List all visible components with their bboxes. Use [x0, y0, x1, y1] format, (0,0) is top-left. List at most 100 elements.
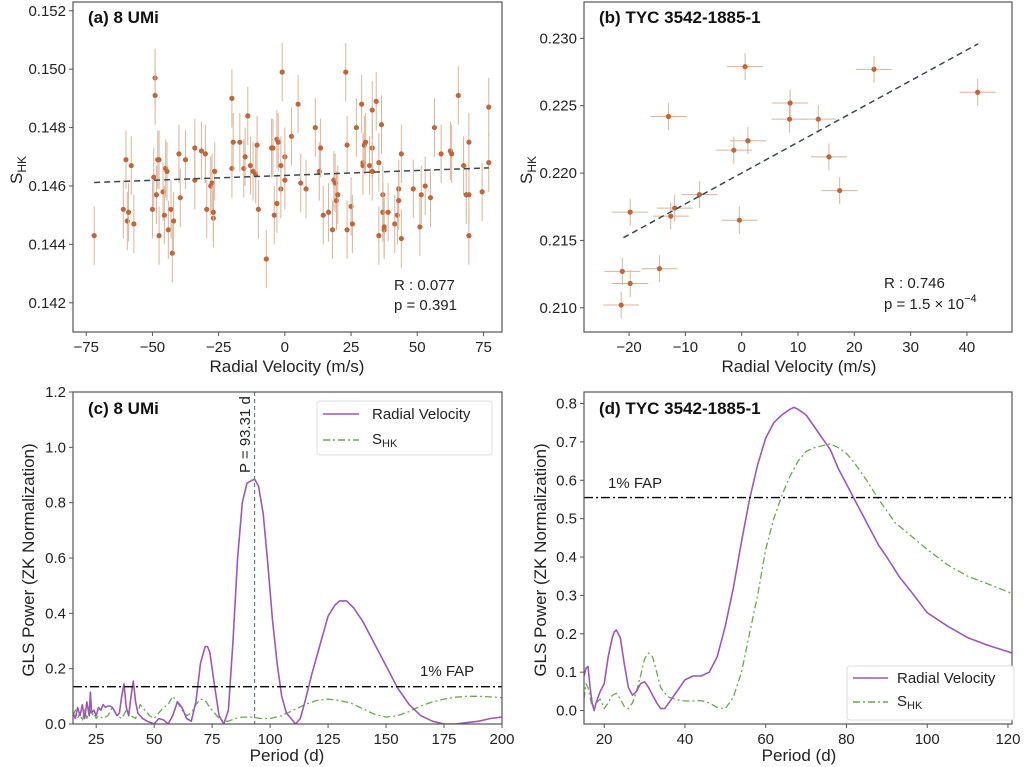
- marker: [192, 145, 198, 151]
- panel-d-periodogram: 20 40 60 80 100 120 0.0 0.1 0.2 0.3 0.4 0.5 0.6 0.7 0.…: [531, 391, 1020, 765]
- panel-c-xtick-label: 125: [316, 731, 341, 748]
- marker: [149, 206, 156, 212]
- marker: [369, 168, 375, 174]
- marker: [325, 209, 332, 215]
- marker: [466, 192, 472, 198]
- panel-c-legend-shk-sub: HK: [382, 438, 398, 450]
- panel-a-data-point: [303, 159, 309, 219]
- panel-c-periodogram: 25 50 75 100 125 150 175 200 0.0 0.2 0.4 0.6 0.8 1.0 1…: [19, 384, 515, 765]
- marker: [668, 213, 674, 219]
- marker: [131, 221, 137, 227]
- panel-a-data-point: [274, 174, 280, 233]
- marker: [815, 116, 821, 122]
- panel-a-data-point: [123, 130, 129, 189]
- marker: [618, 302, 624, 308]
- panel-a-data-point: [363, 112, 369, 172]
- panel-c-ytick-label: 0.6: [45, 550, 66, 567]
- marker: [151, 174, 157, 180]
- panel-a-data-point: [385, 183, 391, 242]
- marker: [349, 221, 355, 227]
- marker: [745, 138, 751, 144]
- panel-a-data-point: [431, 98, 438, 157]
- panel-c-legend: Radial Velocity SHK: [316, 400, 493, 456]
- panel-d-xtick-label: 20: [596, 731, 613, 748]
- panel-a-data-point: [263, 229, 269, 289]
- panel-a-data-point: [171, 191, 177, 251]
- marker: [455, 92, 461, 99]
- marker: [263, 256, 269, 262]
- panel-d-xtick-label: 40: [677, 731, 694, 748]
- panel-a-data-point: [486, 133, 492, 192]
- marker: [731, 147, 737, 153]
- panel-a-data-point: [165, 200, 171, 259]
- panel-a-data-point: [176, 124, 182, 184]
- panel-b-r-annotation: R : 0.746: [884, 275, 945, 292]
- marker: [786, 116, 793, 122]
- panel-c-xlabel: Period (d): [250, 746, 325, 765]
- marker: [427, 195, 434, 201]
- marker: [156, 233, 162, 239]
- panel-a-data-point: [298, 153, 304, 213]
- panel-d-legend-rv-label: Radial Velocity: [897, 670, 996, 687]
- panel-a-data-point: [250, 142, 256, 201]
- marker: [168, 206, 174, 212]
- marker: [417, 224, 423, 230]
- panel-a-marks: [91, 42, 492, 289]
- panel-d-xtick-label: 120: [995, 731, 1020, 748]
- panel-b-p-annotation: p = 1.5 × 10−4: [884, 293, 977, 313]
- marker: [344, 142, 350, 148]
- marker: [431, 124, 438, 131]
- marker: [275, 139, 281, 145]
- panel-d-xtick-label: 60: [757, 731, 774, 748]
- panel-a-data-point: [288, 107, 295, 166]
- marker: [418, 192, 424, 198]
- panel-b-frame: [583, 1, 1013, 333]
- marker: [837, 187, 843, 194]
- panel-c-xtick-label: 75: [204, 731, 221, 748]
- panel-a-data-point: [376, 133, 382, 192]
- panel-b-data-point: [821, 177, 858, 205]
- panel-b-ytick-label: 0.210: [539, 300, 577, 317]
- panel-a-ytick-label: 0.146: [28, 178, 66, 195]
- marker: [198, 148, 205, 154]
- panel-b-data-point: [612, 270, 649, 297]
- marker: [975, 89, 981, 95]
- panel-b-data-point: [721, 206, 758, 234]
- panel-a-xtick-label: −25: [206, 339, 231, 356]
- panel-a-data-point: [461, 136, 467, 195]
- marker: [363, 139, 369, 145]
- panel-c-xtick-label: 100: [258, 731, 283, 748]
- panel-a-ylabel-sub: HK: [15, 156, 29, 173]
- panel-b-marks: [603, 43, 996, 319]
- panel-d-marks: [584, 406, 1012, 712]
- marker: [392, 221, 398, 227]
- panel-a-data-point: [418, 165, 424, 224]
- panel-b-data-point: [856, 55, 893, 83]
- panel-b-data-point: [772, 89, 809, 117]
- panel-d-fap-label: 1% FAP: [608, 475, 662, 492]
- panel-d-xlabel: Period (d): [762, 746, 837, 765]
- panel-c-ytick-label: 1.2: [45, 384, 66, 401]
- panel-a-data-point: [128, 136, 134, 195]
- marker: [359, 101, 365, 107]
- marker: [278, 162, 284, 169]
- panel-a-data-point: [202, 124, 209, 184]
- marker: [153, 192, 160, 198]
- marker: [164, 168, 170, 174]
- marker: [318, 145, 324, 151]
- panel-a-data-point: [271, 185, 277, 245]
- marker: [271, 212, 277, 218]
- panel-b-data-point: [612, 198, 649, 226]
- marker: [343, 69, 349, 75]
- panel-a-frame: [72, 1, 503, 333]
- panel-d-ytick-label: 0.7: [556, 434, 577, 451]
- marker: [120, 206, 126, 212]
- panel-c-axes: 25 50 75 100 125 150 175 200 0.0 0.2 0.4 0.6 0.8 1.0 1…: [45, 384, 514, 748]
- marker: [204, 206, 210, 212]
- marker: [212, 168, 218, 174]
- marker: [344, 227, 350, 233]
- panel-a-data-point: [282, 150, 288, 210]
- panel-b-ylabel: SHK: [517, 156, 539, 184]
- panel-c-legend-shk-main: S: [372, 431, 382, 448]
